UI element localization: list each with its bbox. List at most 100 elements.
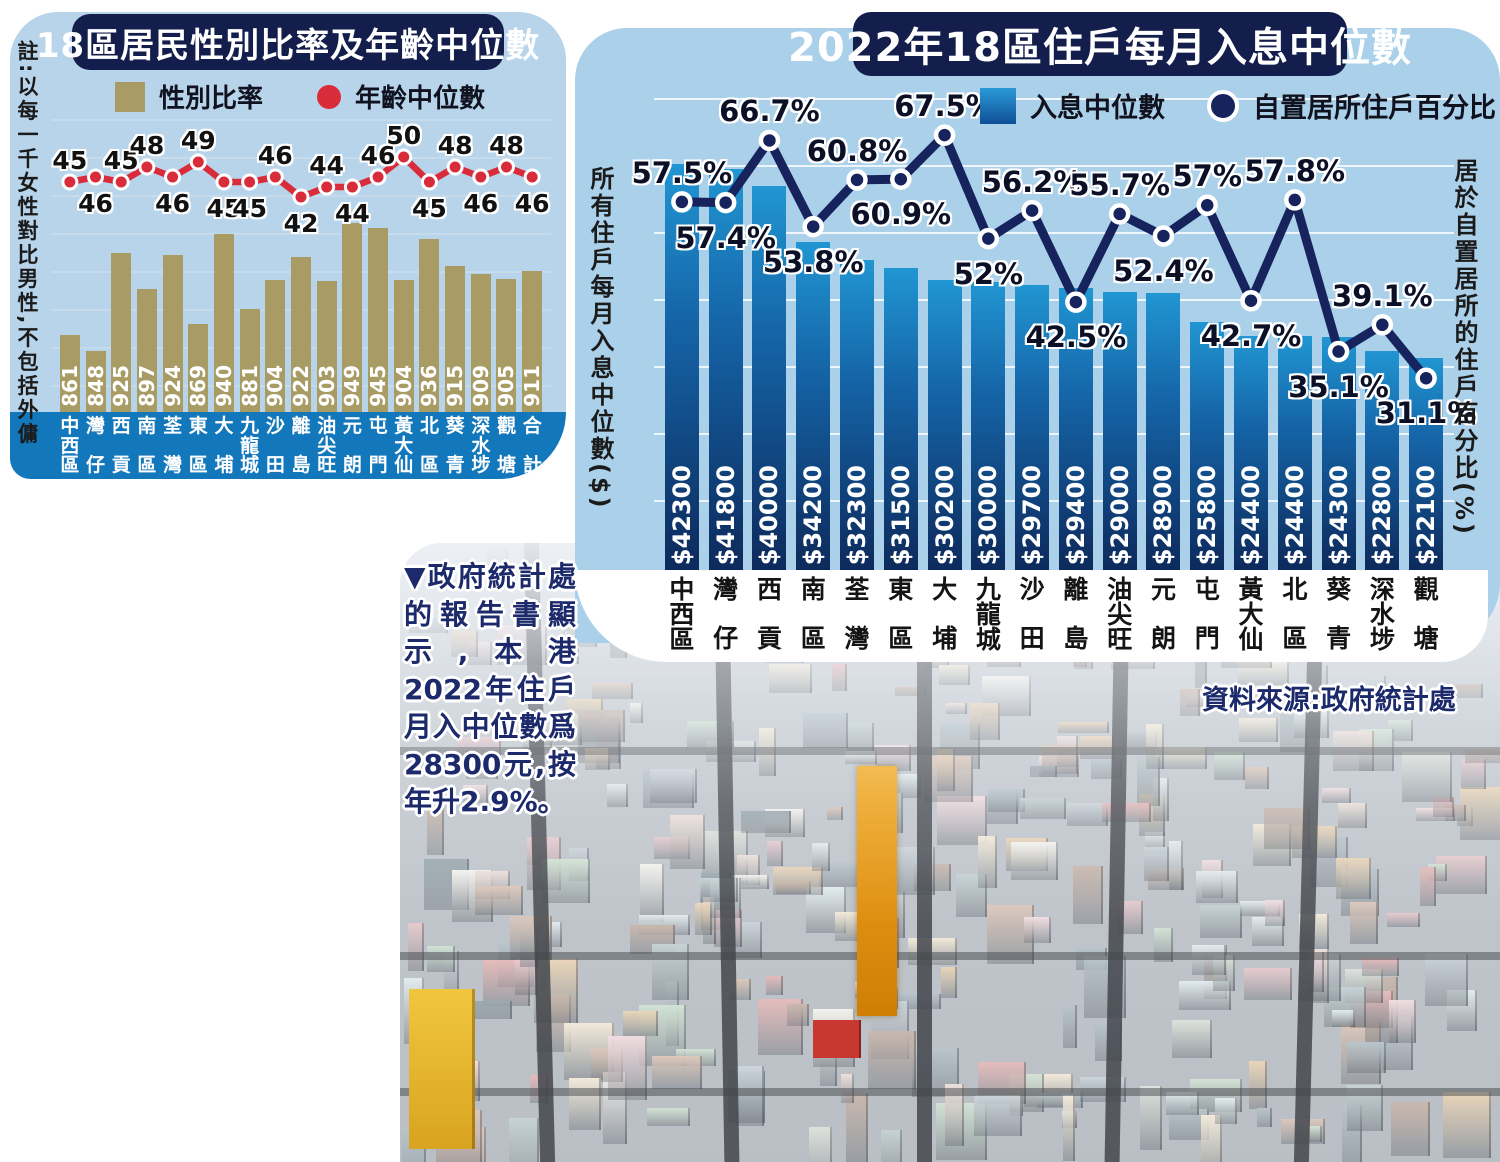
left-plot-bar: 949 bbox=[340, 223, 364, 412]
gender-chart-note: 註:以每一千女性對比男性,不包括外傭 bbox=[15, 40, 39, 447]
gender-chart-legend: 性別比率 年齡中位數 bbox=[100, 78, 500, 115]
data-point bbox=[523, 168, 541, 186]
district-label: 離島 bbox=[1063, 577, 1089, 653]
left-plot-bar: 924 bbox=[161, 255, 185, 412]
right-plot-bar: $29700 bbox=[1015, 285, 1050, 570]
district-label: 深水埗 bbox=[471, 415, 491, 476]
district-label: 東區 bbox=[188, 415, 208, 476]
left-plot-bar: 925 bbox=[109, 253, 133, 412]
line-value-label: 42.5% bbox=[1025, 320, 1127, 355]
district-label: 大埔 bbox=[932, 577, 958, 653]
district-label: 荃灣 bbox=[163, 415, 183, 476]
district-label: 大埔 bbox=[214, 415, 234, 476]
line-value-label: 46 bbox=[155, 189, 190, 218]
right-plot-bar: $24400 bbox=[1277, 336, 1312, 570]
right-plot-bar: $28900 bbox=[1146, 293, 1181, 570]
right-plot-bar: $42300 bbox=[664, 164, 699, 570]
line-value-label: 56.2% bbox=[981, 164, 1083, 199]
line-value-label: 31.1% bbox=[1375, 396, 1477, 431]
gridline bbox=[654, 299, 1454, 301]
district-label: 葵青 bbox=[445, 415, 465, 476]
data-point bbox=[446, 158, 464, 176]
data-point bbox=[714, 191, 737, 214]
caption-text: ▼政府統計處的報告書顯示,本港2022年住戶月入中位數爲28300元,按年升2.… bbox=[404, 560, 576, 819]
data-point bbox=[61, 173, 79, 191]
line-value-label: 45 bbox=[232, 194, 268, 223]
bar-swatch-icon bbox=[980, 87, 1016, 124]
left-plot-bar: 904 bbox=[263, 280, 287, 412]
source-text: 資料來源:政府統計處 bbox=[1202, 685, 1456, 716]
district-label: 西貢 bbox=[756, 577, 782, 653]
gridline bbox=[654, 366, 1454, 368]
legend-item-median-income: 入息中位數 bbox=[980, 86, 1165, 125]
dot-swatch-icon bbox=[1207, 89, 1239, 122]
line-value-label: 48 bbox=[489, 131, 524, 160]
district-label: 九龍城 bbox=[240, 415, 260, 476]
district-label: 離島 bbox=[291, 415, 311, 476]
data-point bbox=[977, 227, 1000, 250]
left-plot-bar: 922 bbox=[289, 257, 313, 412]
right-plot-bar: $41800 bbox=[708, 169, 743, 570]
data-point bbox=[343, 178, 361, 196]
legend-item-owner-occupier: 自置居所住戶百分比 bbox=[1207, 86, 1496, 125]
gender-chart-plot: 861 848 925 897 924 869 940 881 904 922 903 949 945 9… bbox=[51, 112, 551, 412]
district-label: 沙田 bbox=[265, 415, 285, 476]
legend-label: 入息中位數 bbox=[1030, 93, 1165, 124]
legend-label: 性別比率 bbox=[158, 84, 263, 114]
left-plot-bar: 940 bbox=[212, 234, 236, 412]
right-plot-bar: $30200 bbox=[927, 280, 962, 570]
data-point bbox=[1065, 291, 1087, 313]
data-point bbox=[802, 215, 824, 238]
district-label: 北區 bbox=[1282, 577, 1308, 653]
left-plot-bar: 909 bbox=[469, 274, 493, 412]
line-value-label: 46 bbox=[463, 189, 499, 218]
gridline bbox=[51, 157, 551, 159]
data-point bbox=[164, 168, 182, 186]
district-label: 荃灣 bbox=[844, 577, 870, 653]
district-label: 南區 bbox=[137, 415, 157, 476]
data-point bbox=[112, 173, 130, 191]
income-chart-districts: 中西區灣仔西貢南區荃灣東區大埔九龍城沙田離島油尖旺元朗屯門黃大仙北區葵青深水埗觀… bbox=[660, 577, 1448, 654]
percentage-axis-label: 居於自置居所的住戶百分比(%) bbox=[1450, 158, 1478, 537]
line-value-label: 45 bbox=[412, 194, 447, 223]
gridline bbox=[51, 233, 551, 235]
legend-item-median-age: 年齡中位數 bbox=[317, 78, 485, 115]
line-value-label: 46 bbox=[514, 189, 550, 218]
line-value-label: 67.5% bbox=[894, 89, 995, 124]
line-value-label: 53.8% bbox=[762, 244, 864, 279]
line-value-label: 44 bbox=[334, 199, 370, 228]
left-plot-bar: 915 bbox=[443, 266, 467, 412]
right-plot-bar: $24300 bbox=[1321, 337, 1356, 570]
district-label: 中西區 bbox=[60, 415, 80, 476]
right-plot-bar: $22100 bbox=[1409, 358, 1444, 570]
data-point bbox=[497, 158, 515, 176]
left-plot-bar: 904 bbox=[392, 280, 416, 412]
district-label: 元朗 bbox=[1150, 577, 1176, 653]
district-label: 油尖旺 bbox=[317, 415, 337, 476]
line-value-label: 45 bbox=[206, 194, 242, 223]
district-label: 觀塘 bbox=[497, 415, 517, 476]
district-label: 九龍城 bbox=[975, 577, 1001, 654]
district-label: 屯門 bbox=[368, 415, 388, 476]
data-point bbox=[138, 158, 156, 176]
gridline bbox=[654, 98, 1454, 100]
line-value-label: 46 bbox=[78, 189, 113, 218]
line-value-label: 45 bbox=[52, 146, 88, 175]
district-label: 中西區 bbox=[669, 577, 695, 654]
data-point bbox=[266, 168, 284, 186]
line-value-label: 48 bbox=[129, 131, 165, 160]
left-plot-bar: 848 bbox=[84, 351, 108, 412]
line-value-label: 66.7% bbox=[719, 94, 820, 129]
line-value-label: 57% bbox=[1172, 159, 1242, 194]
left-plot-bar: 945 bbox=[366, 228, 390, 412]
data-point bbox=[890, 168, 912, 190]
left-plot-bar: 869 bbox=[186, 324, 210, 412]
gridline bbox=[654, 500, 1454, 502]
right-plot-bar: $22800 bbox=[1365, 351, 1400, 570]
line-value-label: 35.1% bbox=[1288, 369, 1389, 404]
data-point bbox=[189, 153, 207, 171]
left-plot-bar: 905 bbox=[494, 279, 518, 412]
right-plot-bar: $30000 bbox=[971, 282, 1006, 570]
line-value-label: 55.7% bbox=[1069, 167, 1170, 202]
gridline bbox=[654, 165, 1454, 167]
